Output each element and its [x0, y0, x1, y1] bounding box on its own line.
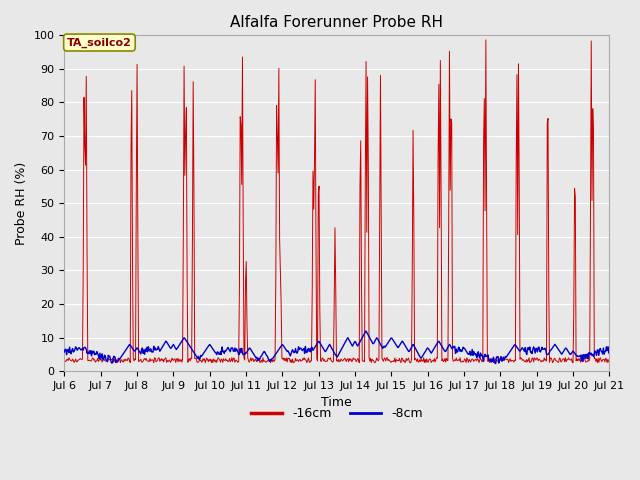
- X-axis label: Time: Time: [321, 396, 352, 409]
- Legend: -16cm, -8cm: -16cm, -8cm: [246, 402, 428, 425]
- Text: TA_soilco2: TA_soilco2: [67, 37, 132, 48]
- Title: Alfalfa Forerunner Probe RH: Alfalfa Forerunner Probe RH: [230, 15, 444, 30]
- Y-axis label: Probe RH (%): Probe RH (%): [15, 162, 28, 245]
